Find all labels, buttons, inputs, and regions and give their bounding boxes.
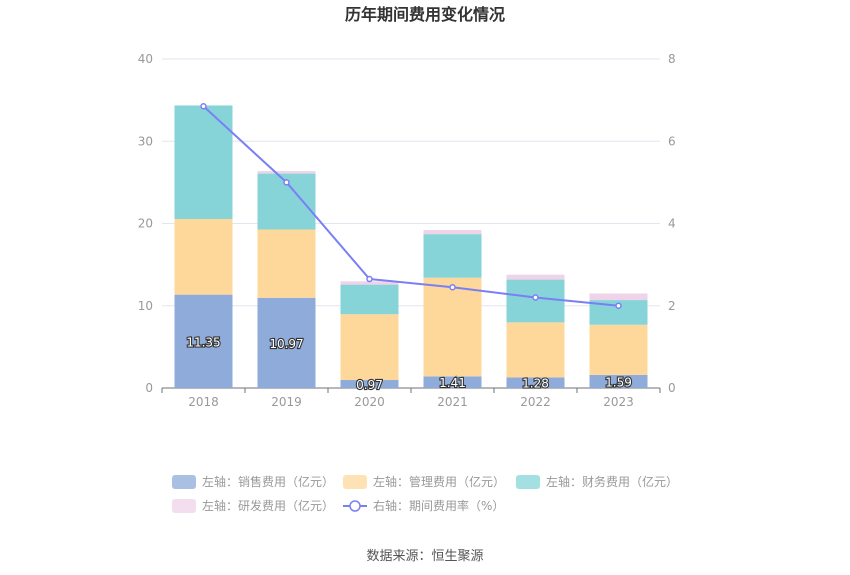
rate-line — [200, 103, 622, 309]
right-axis-tick-label: 8 — [668, 52, 676, 66]
bar-segment — [423, 277, 482, 377]
rate-point — [615, 302, 622, 309]
bar-segment — [340, 314, 399, 381]
bar-segment — [174, 218, 233, 295]
rate-line-path — [202, 105, 619, 307]
bar-segment — [257, 171, 316, 174]
left-axis-tick-label: 10 — [138, 299, 153, 313]
right-axis-tick-label: 4 — [668, 217, 676, 231]
legend-swatch — [516, 475, 540, 489]
right-axis-tick-label: 0 — [668, 381, 676, 395]
bar-segment — [257, 297, 316, 388]
data-label: 1.59 — [605, 375, 632, 389]
left-axis-tick-label: 0 — [145, 381, 153, 395]
data-label: 1.41 — [439, 376, 466, 390]
right-axis-tick-label: 2 — [668, 299, 676, 313]
bar-segment — [340, 380, 399, 388]
x-axis-tick-label: 2018 — [188, 395, 219, 409]
bar-segment — [506, 279, 565, 323]
bar-segment — [423, 234, 482, 278]
legend-line-marker — [349, 500, 361, 512]
legend-label: 左轴：管理费用（亿元） — [373, 474, 505, 489]
bar-segment — [423, 229, 482, 235]
bar-segment — [589, 293, 648, 301]
data-source: 数据来源：恒生聚源 — [366, 549, 484, 564]
rate-point — [366, 275, 373, 283]
legend-swatch — [343, 475, 367, 489]
legend: 左轴：销售费用（亿元） 左轴：管理费用（亿元） 左轴：财务费用（亿元） 左轴：研发费用… — [172, 474, 678, 513]
data-label: 10.97 — [269, 337, 303, 351]
data-label: 11.35 — [186, 335, 220, 349]
x-axis-tick-label: 2021 — [437, 395, 468, 409]
left-axis-tick-label: 40 — [138, 52, 153, 66]
chart-title: 历年期间费用变化情况 — [345, 5, 505, 24]
left-axis-tick-label: 30 — [138, 134, 153, 148]
data-label: 0.97 — [356, 378, 383, 392]
bar-segment — [506, 377, 565, 388]
x-axis-tick-label: 2022 — [520, 395, 551, 409]
bar-segment — [506, 274, 565, 280]
legend-swatch — [172, 475, 196, 489]
bar-segment — [423, 376, 482, 388]
rate-point — [449, 283, 456, 291]
legend-label: 右轴：期间费用率（%） — [373, 498, 504, 513]
bar-segment — [589, 324, 648, 375]
rate-point — [283, 179, 290, 186]
legend-swatch — [172, 499, 196, 513]
x-axis-tick-label: 2023 — [603, 395, 634, 409]
rate-point — [532, 294, 539, 301]
legend-label: 左轴：研发费用（亿元） — [202, 498, 334, 513]
bar-segment — [174, 105, 233, 219]
bar-segment — [340, 284, 399, 315]
x-axis-tick-label: 2020 — [354, 395, 385, 409]
axes: 0 10 20 30 40 0 2 4 6 8 2018 2019 2020 2021 2022 2023 — [138, 52, 676, 409]
bars — [174, 105, 648, 388]
legend-label: 左轴：销售费用（亿元） — [202, 474, 334, 489]
rate-point — [200, 103, 207, 110]
right-axis-tick-label: 6 — [668, 134, 676, 148]
bar-segment — [340, 281, 399, 285]
bar-segment — [174, 294, 233, 388]
data-label: 1.28 — [522, 377, 549, 391]
bar-segment — [257, 229, 316, 298]
bar-segment — [589, 374, 648, 388]
left-axis-tick-label: 20 — [138, 217, 153, 231]
bar-segment — [506, 322, 565, 378]
legend-label: 左轴：财务费用（亿元） — [546, 474, 678, 489]
gridlines — [162, 58, 660, 307]
x-axis-tick-label: 2019 — [271, 395, 302, 409]
data-labels: 11.35 10.97 0.97 1.41 1.28 1.59 — [185, 334, 633, 393]
